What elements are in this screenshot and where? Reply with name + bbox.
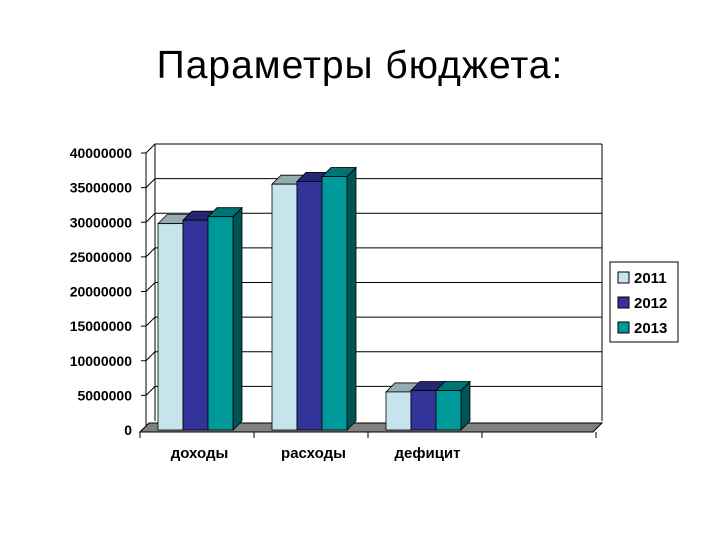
x-category-label: доходы xyxy=(171,445,229,462)
gridline xyxy=(145,178,602,188)
y-tick-label: 30000000 xyxy=(70,214,133,230)
x-category-label: расходы xyxy=(281,445,346,462)
gridline xyxy=(145,282,602,292)
y-tick-label: 35000000 xyxy=(70,180,133,196)
chart-floor xyxy=(138,422,604,433)
bar xyxy=(207,206,243,431)
y-tick-label: 5000000 xyxy=(77,387,132,403)
gridline xyxy=(145,316,602,327)
y-tick-label: 15000000 xyxy=(70,318,133,334)
y-tick-label: 0 xyxy=(124,422,132,438)
bar xyxy=(321,166,357,431)
x-category-label: дефицит xyxy=(395,445,461,462)
legend-swatch xyxy=(617,296,630,309)
legend-label: 2011 xyxy=(634,270,667,287)
gridline xyxy=(145,351,602,362)
gridline xyxy=(145,212,602,223)
y-tick-label: 10000000 xyxy=(70,353,133,369)
legend-label: 2013 xyxy=(634,320,667,337)
legend-label: 2012 xyxy=(634,295,667,312)
slide-title: Параметры бюджета: xyxy=(156,44,564,87)
gridline xyxy=(145,247,602,258)
legend-swatch xyxy=(617,271,630,284)
y-tick-label: 40000000 xyxy=(70,145,133,161)
legend-swatch xyxy=(617,321,630,334)
chart-legend: 2011 2012 2013 xyxy=(609,261,679,343)
y-tick-label: 25000000 xyxy=(70,249,133,265)
bar xyxy=(435,380,471,431)
gridline xyxy=(145,143,602,154)
y-tick-label: 20000000 xyxy=(70,284,133,300)
